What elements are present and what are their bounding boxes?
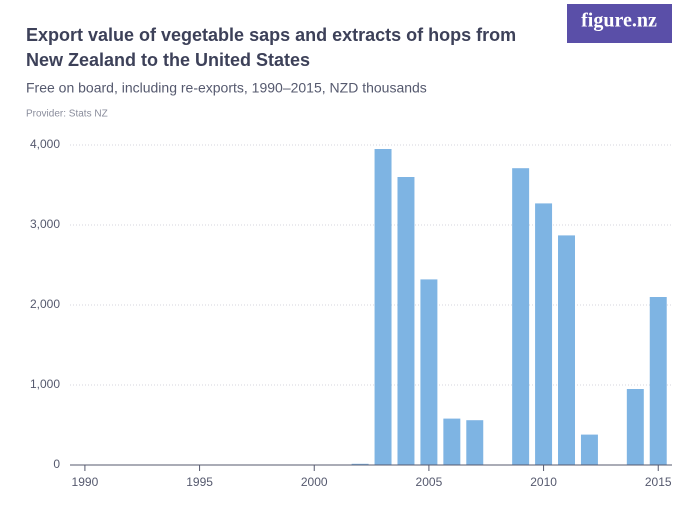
bar bbox=[374, 149, 392, 465]
y-tick-label: 4,000 bbox=[30, 137, 60, 151]
logo-box bbox=[567, 4, 672, 43]
y-tick-label: 3,000 bbox=[30, 217, 60, 231]
x-tick-label: 2010 bbox=[530, 475, 557, 489]
x-tick-label: 1995 bbox=[186, 475, 213, 489]
y-tick-label: 2,000 bbox=[30, 297, 60, 311]
bar bbox=[351, 463, 369, 465]
logo: figure.nz bbox=[581, 10, 657, 32]
bar bbox=[535, 203, 553, 465]
x-tick-label: 2000 bbox=[301, 475, 328, 489]
y-tick-label: 1,000 bbox=[30, 377, 60, 391]
chart-title: New Zealand to the United States bbox=[26, 50, 310, 70]
bar bbox=[420, 279, 438, 465]
provider: Provider: Stats NZ bbox=[26, 109, 108, 120]
bar bbox=[466, 420, 484, 465]
bar bbox=[397, 177, 415, 465]
bar bbox=[512, 168, 530, 465]
bar bbox=[443, 418, 461, 465]
x-tick-label: 1990 bbox=[72, 475, 99, 489]
bar bbox=[580, 434, 598, 465]
y-tick-label: 0 bbox=[53, 457, 60, 471]
chart-subtitle: Free on board, including re-exports, 199… bbox=[26, 80, 427, 96]
chart-title: Export value of vegetable saps and extra… bbox=[26, 25, 516, 45]
x-tick-label: 2015 bbox=[645, 475, 672, 489]
bar bbox=[649, 297, 667, 465]
bar bbox=[626, 389, 644, 465]
bar bbox=[558, 235, 575, 465]
x-tick-label: 2005 bbox=[416, 475, 443, 489]
